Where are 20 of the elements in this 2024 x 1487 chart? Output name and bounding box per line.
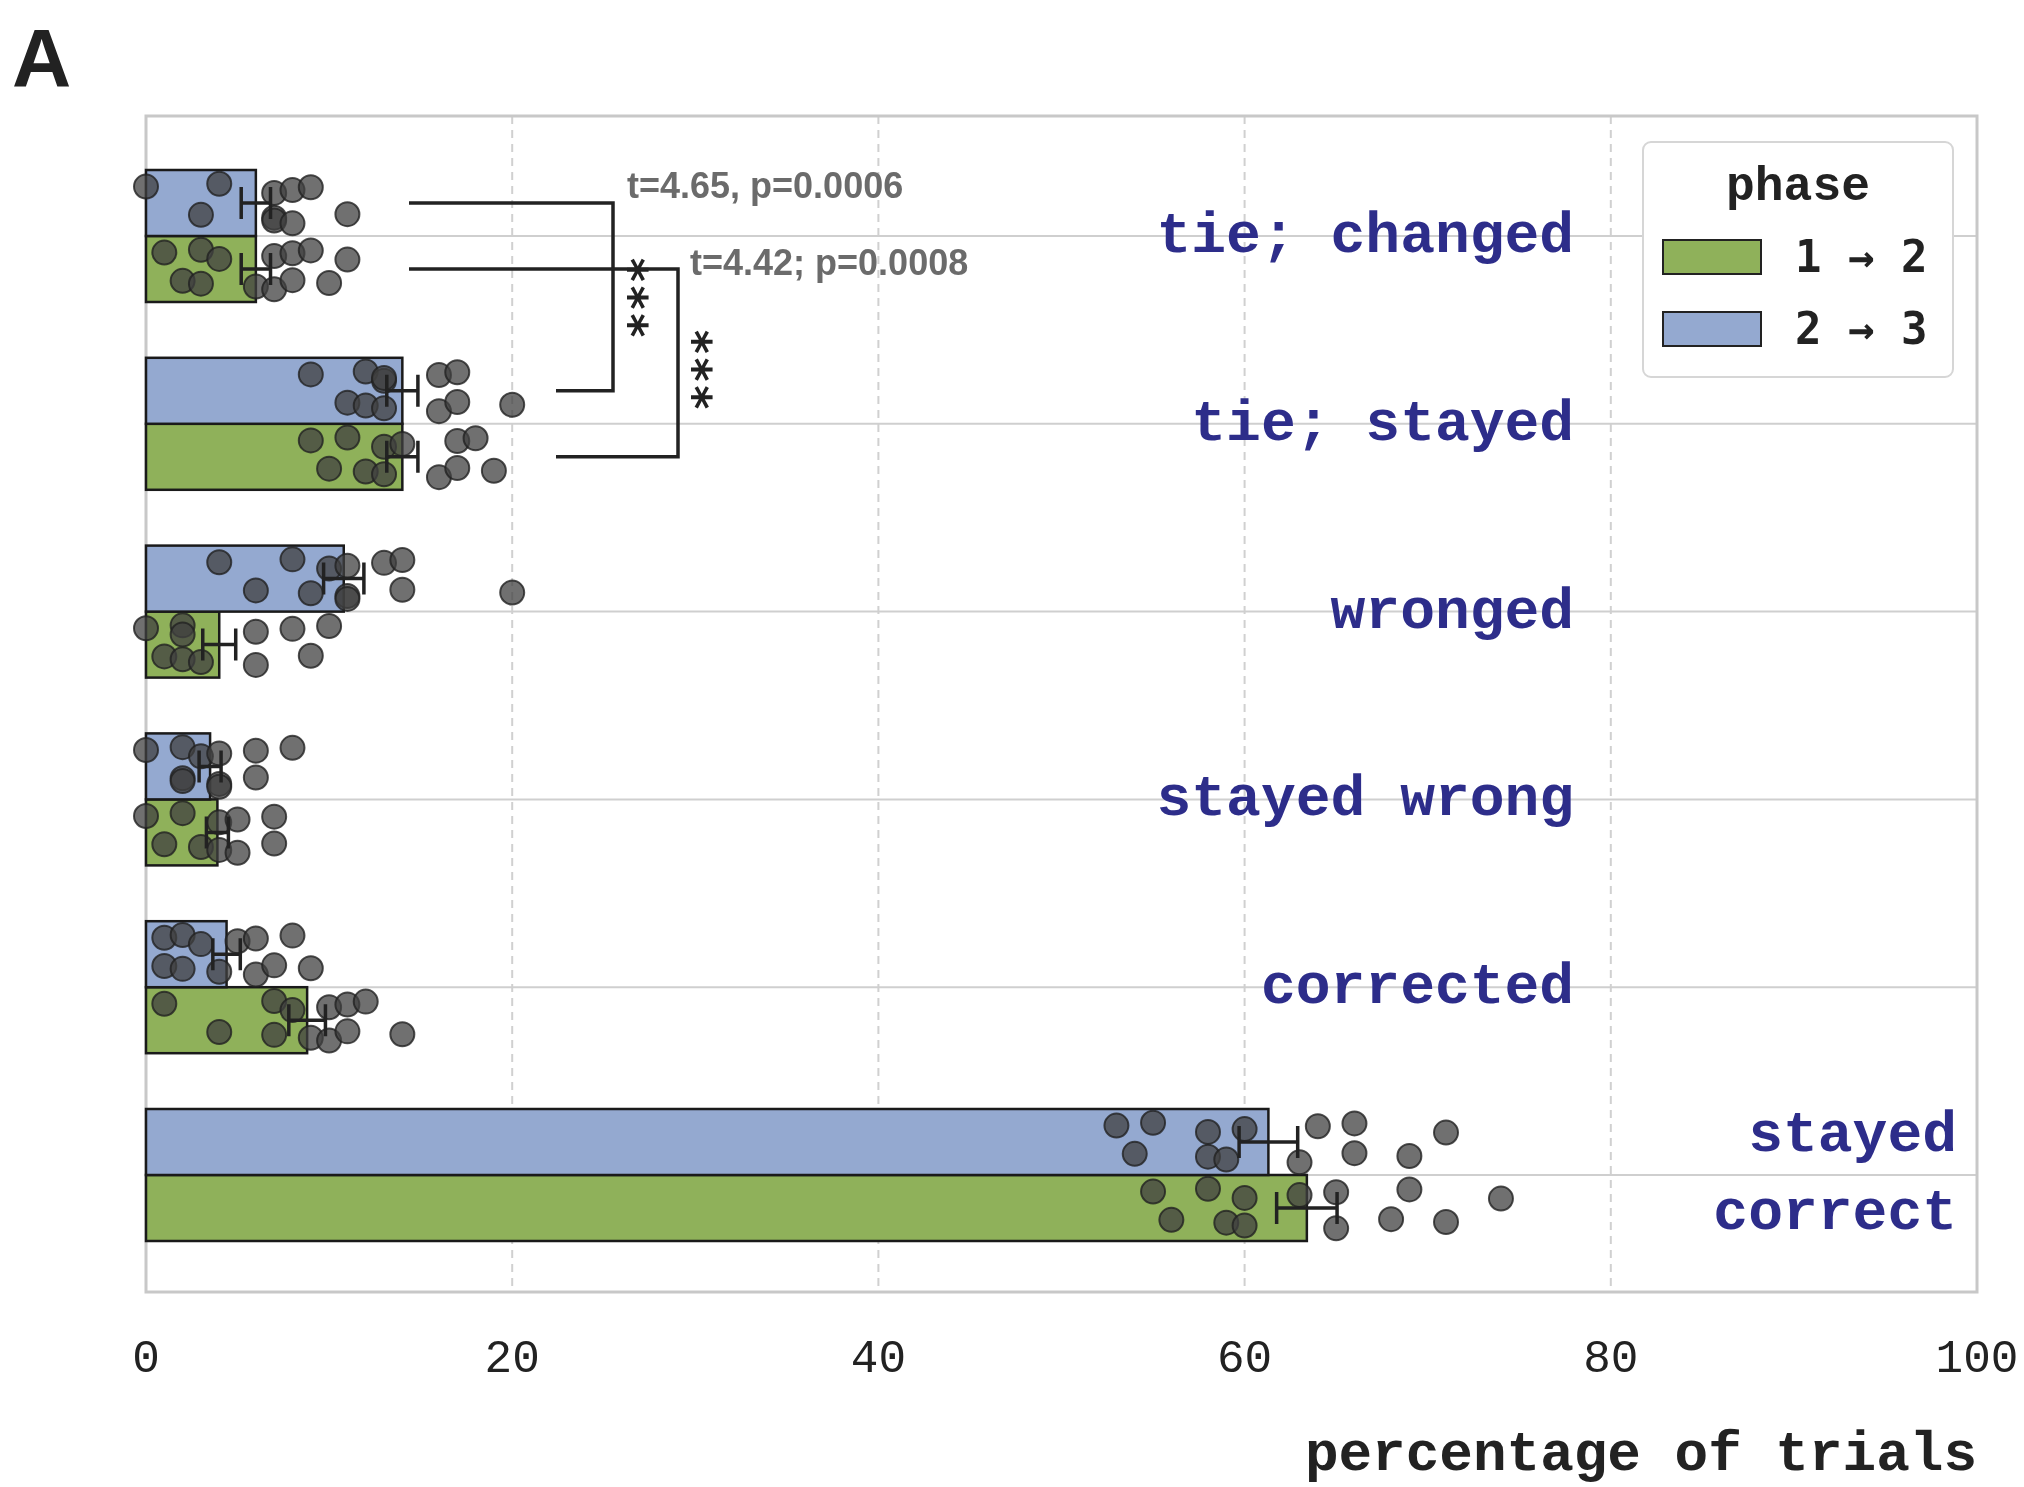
y-tick-label: tie; changed (1156, 204, 1575, 269)
y-tick-label: tie; stayed (1191, 391, 1575, 457)
text: A (12, 12, 72, 103)
x-tick-label: 80 (1583, 1334, 1639, 1386)
y-tick-label: stayed wrong (1156, 767, 1575, 833)
x-tick-label: 20 (484, 1334, 540, 1386)
x-tick-label: 60 (1216, 1334, 1273, 1386)
y-tick-label: wronged (1330, 579, 1575, 645)
legend-title: phase (1725, 160, 1871, 214)
x-tick-label: 40 (850, 1334, 907, 1386)
x-tick-label: 0 (132, 1334, 160, 1386)
legend-label: 1 → 2 (1795, 231, 1928, 282)
legend-label: 2 → 3 (1795, 303, 1928, 354)
y-tick-label: corrected (1260, 955, 1575, 1021)
annotation: *** (666, 328, 721, 412)
x-axis-title: percentage of trials (1304, 1423, 1977, 1487)
annotation: t=4.42; p=0.0008 (690, 242, 969, 283)
annotation: t=4.65, p=0.0006 (627, 165, 904, 206)
y-tick-label: stayed correct (1713, 1103, 1957, 1246)
x-tick-label: 100 (1935, 1334, 2019, 1386)
